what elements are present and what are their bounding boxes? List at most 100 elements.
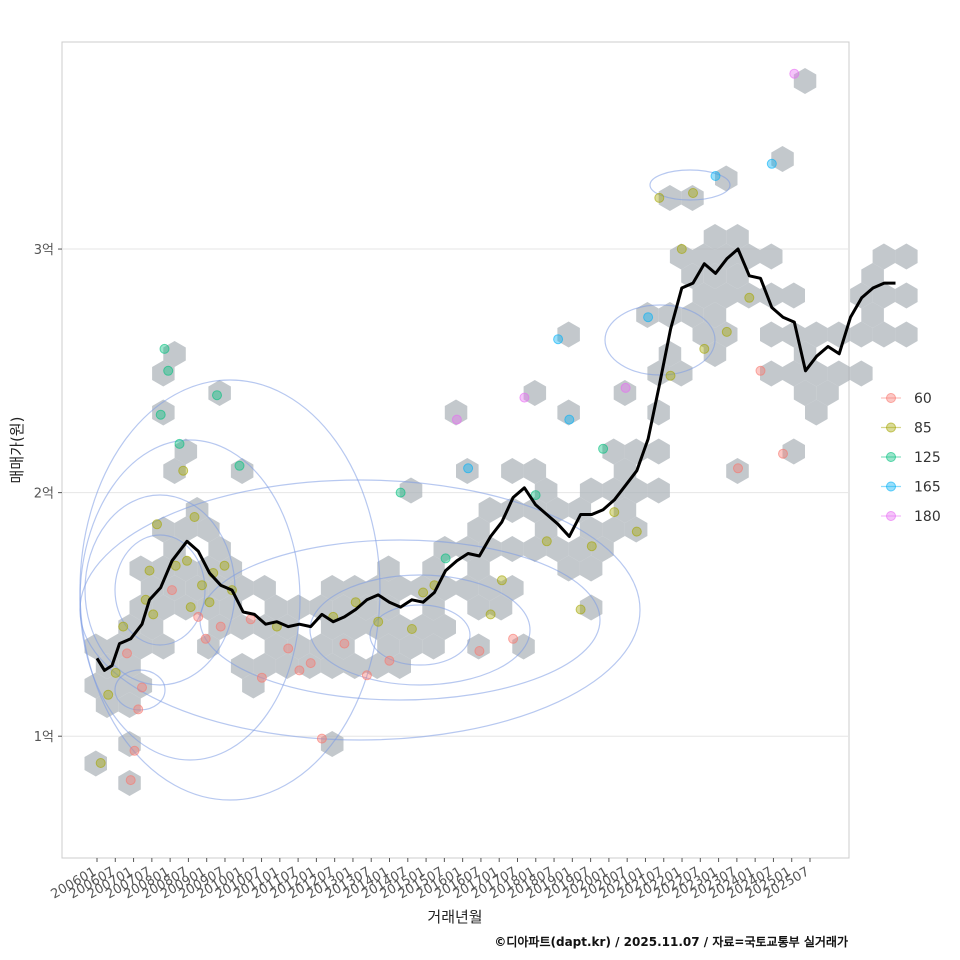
scatter-point xyxy=(575,604,586,615)
hexbin-cell xyxy=(298,653,321,679)
legend-label: 180 xyxy=(914,509,941,525)
hexbin-cell xyxy=(793,68,817,94)
hexbin-cell xyxy=(197,516,220,543)
contour-line xyxy=(114,669,166,711)
hexbin-cell xyxy=(456,458,479,484)
scatter-point xyxy=(395,487,406,498)
hexbin-cell xyxy=(872,243,896,270)
scatter-point xyxy=(373,616,384,627)
hexbin-cell xyxy=(669,360,693,387)
hexbin-cell xyxy=(546,497,569,523)
hexbin-cell xyxy=(613,380,637,406)
hexbin-cell xyxy=(692,243,715,270)
hexbin-cell xyxy=(850,360,873,387)
scatter-point xyxy=(688,188,698,198)
scatter-point xyxy=(219,560,230,571)
scatter-point xyxy=(553,334,564,345)
scatter-point xyxy=(167,585,177,596)
hexbin-cell xyxy=(140,614,164,640)
scatter-point xyxy=(665,370,676,381)
scatter-point xyxy=(137,682,147,693)
hexbin-cell xyxy=(388,614,411,640)
scatter-point xyxy=(755,365,766,376)
hexbin-cell xyxy=(343,614,366,640)
hexbin-cell xyxy=(163,575,186,601)
hexbin-cell xyxy=(692,321,715,348)
contour-line xyxy=(84,494,236,686)
contour-line xyxy=(369,604,471,666)
hexbin-cell xyxy=(174,438,198,465)
hexbin-cell xyxy=(422,633,445,660)
scatter-point xyxy=(361,670,372,681)
contour-line xyxy=(199,539,601,701)
hexbin-cell xyxy=(163,458,186,484)
hexbin-cell xyxy=(895,321,918,348)
scatter-point xyxy=(463,463,474,474)
hexbin-cell xyxy=(624,516,648,543)
hexbin-cell xyxy=(557,399,580,426)
scatter-point xyxy=(508,633,519,644)
hexbin-cell xyxy=(523,497,547,523)
contour-line xyxy=(79,379,381,801)
scatter-point xyxy=(204,597,215,608)
hexbin-cell xyxy=(782,360,805,387)
scatter-point xyxy=(174,438,185,449)
hexbin-cell xyxy=(861,263,884,289)
hexbin-cell xyxy=(219,555,243,582)
hexbin-cell xyxy=(377,633,400,660)
hexbin-cell xyxy=(129,633,153,660)
hexbin-cell xyxy=(895,282,918,309)
scatter-point xyxy=(148,609,159,620)
trend-line xyxy=(95,247,896,672)
hexbin-cell xyxy=(579,477,603,504)
legend-key-point xyxy=(886,452,896,462)
legend-label: 125 xyxy=(914,450,941,466)
scatter-point xyxy=(519,392,530,403)
hexbin-cell xyxy=(320,575,344,601)
trend-layer xyxy=(95,247,896,672)
hexbin-cell xyxy=(872,282,896,309)
scatter-point xyxy=(185,602,196,613)
y-tick-label: 1억 xyxy=(34,730,54,745)
scatter-point xyxy=(451,414,462,425)
hexbin-cell xyxy=(805,360,828,387)
hexbin-layer xyxy=(84,68,918,796)
hexbin-cell xyxy=(253,653,276,679)
scatter-point xyxy=(294,665,305,676)
hexbin-cell xyxy=(760,321,783,348)
hexbin-cell xyxy=(647,438,670,465)
hexbin-cell xyxy=(816,380,839,406)
legend-key-point xyxy=(886,393,896,403)
hexbin-cell xyxy=(568,536,592,562)
hexbin-cell xyxy=(681,263,704,289)
hexbin-cell xyxy=(771,146,794,172)
hexbin-cell xyxy=(264,594,288,621)
contour-line xyxy=(79,479,641,741)
hexbin-cell xyxy=(343,575,366,601)
scatter-point xyxy=(95,758,106,768)
scatter-point xyxy=(234,460,245,471)
hexbin-cell xyxy=(760,243,783,270)
scatter-point xyxy=(122,648,132,659)
scatter-point xyxy=(305,658,316,669)
hexbin-cell xyxy=(579,555,603,582)
scatter-point xyxy=(744,292,755,303)
hexbin-cell xyxy=(253,614,276,640)
scatter-point xyxy=(564,414,575,425)
scatter-point xyxy=(256,672,267,683)
hexbin-cell xyxy=(287,633,310,660)
scatter-point xyxy=(631,526,642,537)
scatter-point xyxy=(159,343,170,354)
x-axis-title: 거래년월 xyxy=(427,908,482,926)
scatter-point xyxy=(699,343,710,354)
hexbin-cell xyxy=(636,302,659,328)
scatter-point xyxy=(598,443,609,454)
scatter-point xyxy=(339,638,350,649)
hexbin-cell xyxy=(726,224,749,250)
scatter-point xyxy=(474,646,485,656)
hexbin-cell xyxy=(478,497,502,523)
hexbin-cell xyxy=(118,653,141,679)
scatter-point xyxy=(144,565,155,576)
scatter-point xyxy=(215,621,226,632)
hexbin-cell xyxy=(84,633,107,660)
